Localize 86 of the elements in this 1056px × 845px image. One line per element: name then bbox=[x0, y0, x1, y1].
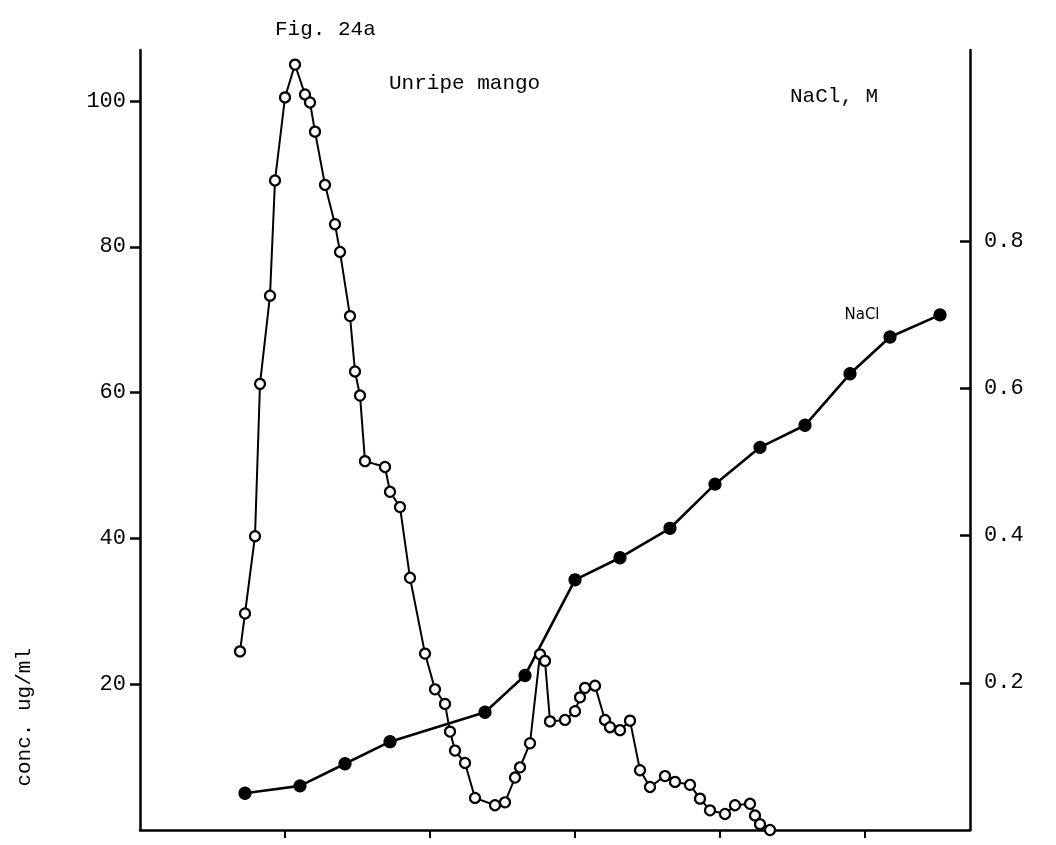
point bbox=[418, 647, 432, 660]
point bbox=[523, 737, 537, 750]
point bbox=[718, 807, 732, 821]
point bbox=[383, 735, 397, 749]
point bbox=[488, 799, 502, 812]
point bbox=[343, 309, 357, 323]
point bbox=[308, 125, 322, 138]
point bbox=[278, 91, 292, 104]
point bbox=[538, 654, 552, 667]
point bbox=[568, 705, 582, 718]
y-axis-title: conc. ug/ml bbox=[13, 648, 36, 787]
y2-tick-label: 0.4 bbox=[984, 523, 1024, 549]
point bbox=[603, 721, 617, 734]
point bbox=[328, 218, 342, 231]
point bbox=[393, 500, 407, 514]
y-tick-label: 60 bbox=[99, 380, 126, 406]
point bbox=[263, 289, 277, 302]
point bbox=[288, 58, 302, 71]
point bbox=[458, 756, 472, 770]
point bbox=[578, 681, 592, 694]
point bbox=[358, 455, 372, 468]
point bbox=[633, 764, 647, 777]
point bbox=[338, 757, 352, 771]
point bbox=[753, 818, 767, 831]
point bbox=[233, 645, 247, 658]
point bbox=[763, 823, 777, 837]
chart-title: Fig. 24a bbox=[275, 18, 376, 41]
y-tick-label: 40 bbox=[99, 525, 126, 551]
point bbox=[443, 725, 457, 738]
point bbox=[568, 573, 582, 587]
point bbox=[248, 530, 262, 543]
y2-tick-label: 0.6 bbox=[984, 375, 1024, 401]
point bbox=[468, 791, 482, 805]
point bbox=[558, 713, 572, 727]
point bbox=[623, 714, 637, 727]
y-tick-label: 20 bbox=[99, 671, 126, 697]
point bbox=[708, 477, 722, 491]
point bbox=[683, 778, 697, 791]
text: Unripe mango bbox=[389, 72, 541, 95]
point bbox=[383, 485, 397, 498]
point bbox=[508, 771, 522, 784]
point bbox=[438, 697, 452, 710]
point bbox=[703, 804, 717, 817]
point bbox=[353, 389, 367, 402]
point bbox=[348, 365, 362, 378]
point bbox=[748, 809, 762, 822]
point bbox=[613, 551, 627, 565]
point bbox=[753, 440, 767, 454]
point bbox=[268, 174, 282, 187]
point bbox=[238, 786, 252, 800]
point bbox=[428, 683, 442, 696]
point bbox=[253, 377, 267, 390]
point bbox=[613, 724, 627, 737]
point bbox=[448, 744, 462, 757]
point bbox=[333, 245, 347, 259]
point bbox=[728, 799, 742, 812]
point bbox=[378, 460, 392, 474]
y2-tick-label: 0.2 bbox=[984, 670, 1024, 696]
y2-axis-title: NaCl, M bbox=[790, 85, 879, 108]
point bbox=[798, 418, 812, 432]
point bbox=[743, 797, 757, 810]
point bbox=[298, 88, 312, 101]
point bbox=[303, 96, 317, 109]
point bbox=[693, 792, 707, 805]
point bbox=[543, 715, 557, 728]
point bbox=[478, 705, 492, 719]
point bbox=[668, 775, 682, 788]
point bbox=[318, 178, 332, 191]
point bbox=[498, 796, 512, 809]
point bbox=[933, 308, 947, 322]
point bbox=[293, 779, 307, 793]
point bbox=[643, 780, 657, 794]
y-tick-label: 80 bbox=[99, 234, 126, 260]
point bbox=[573, 691, 587, 704]
point bbox=[403, 571, 417, 584]
point bbox=[843, 367, 857, 381]
point bbox=[883, 330, 897, 344]
point bbox=[663, 521, 677, 535]
point bbox=[658, 769, 672, 783]
point bbox=[513, 761, 527, 774]
point bbox=[588, 679, 602, 692]
point bbox=[238, 607, 252, 620]
y2-tick-label: 0.8 bbox=[984, 228, 1024, 254]
y-tick-label: 100 bbox=[86, 88, 126, 114]
series-label: NaCl bbox=[844, 304, 880, 323]
point bbox=[518, 668, 532, 683]
